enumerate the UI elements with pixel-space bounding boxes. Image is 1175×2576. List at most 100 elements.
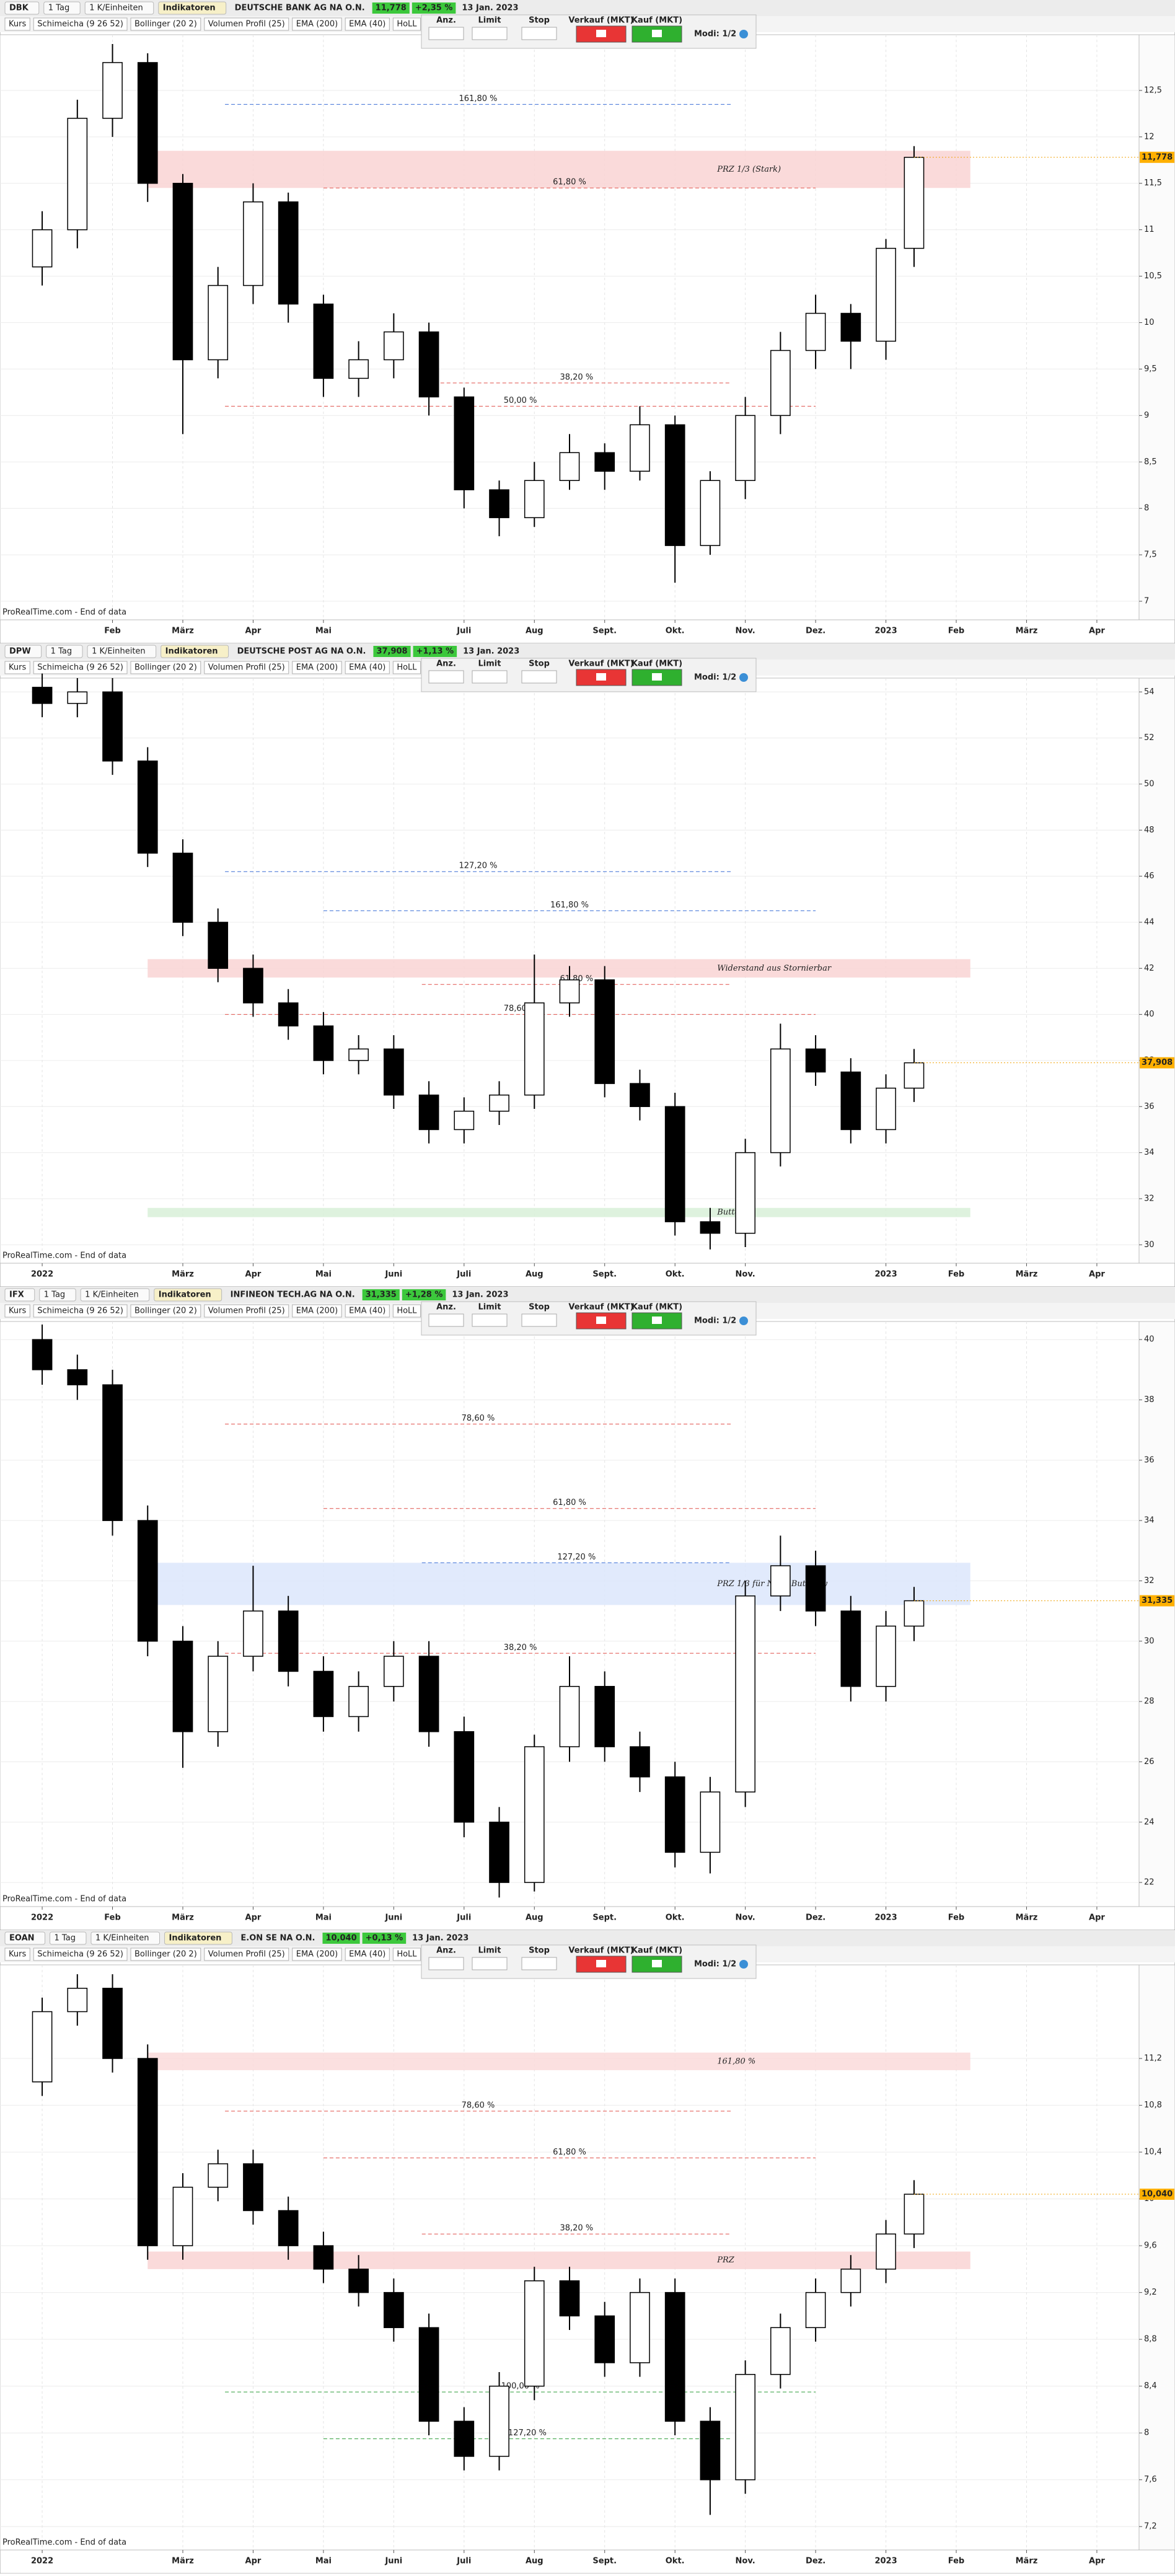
symbol-select[interactable]: DPW bbox=[4, 645, 42, 658]
interval-select[interactable]: 1 Tag bbox=[39, 1288, 76, 1302]
x-tick-label: Mai bbox=[315, 2557, 332, 2566]
trade-button[interactable]: Kauf (MKT) bbox=[632, 16, 682, 43]
indicator-button[interactable]: EMA (40) bbox=[345, 1947, 390, 1961]
indicators-button[interactable]: Indikatoren bbox=[164, 1931, 232, 1945]
indicator-button[interactable]: EMA (40) bbox=[345, 661, 390, 674]
trade-button[interactable]: Verkauf (MKT) bbox=[568, 1303, 634, 1330]
y-tick-label: 24 bbox=[1144, 1817, 1155, 1827]
trade-field-input[interactable] bbox=[428, 1313, 464, 1327]
symbol-select[interactable]: EOAN bbox=[4, 1931, 46, 1945]
indicator-button[interactable]: EMA (200) bbox=[292, 17, 342, 31]
units-select[interactable]: 1 K/Einheiten bbox=[90, 1931, 161, 1945]
x-tick-label: Sept. bbox=[592, 2557, 617, 2566]
trade-button[interactable]: Verkauf (MKT) bbox=[568, 16, 634, 43]
indicator-button[interactable]: Bollinger (20 2) bbox=[130, 1304, 201, 1318]
indicator-button[interactable]: HoLL bbox=[392, 1304, 421, 1318]
interval-select[interactable]: 1 Tag bbox=[46, 645, 83, 658]
indicator-button[interactable]: Schimeicha (9 26 52) bbox=[33, 661, 128, 674]
candle-body bbox=[102, 691, 123, 762]
indicator-button[interactable]: EMA (40) bbox=[345, 1304, 390, 1318]
trade-field-input[interactable] bbox=[428, 670, 464, 684]
indicators-button-bg bbox=[161, 645, 229, 658]
candle-body bbox=[594, 979, 615, 1084]
candle-body bbox=[208, 1656, 229, 1732]
trade-mode[interactable]: Modi: 1/2 bbox=[694, 673, 736, 682]
date-text: 13 Jan. 2023 bbox=[452, 1290, 508, 1300]
trade-field-input[interactable] bbox=[428, 27, 464, 40]
indicator-button[interactable]: EMA (200) bbox=[292, 661, 342, 674]
trade-mode[interactable]: Modi: 1/2 bbox=[694, 30, 736, 39]
x-tick-label: Feb bbox=[948, 627, 964, 636]
trade-field-label: Limit bbox=[478, 659, 501, 669]
units-select-bg bbox=[84, 1, 154, 15]
indicator-button[interactable]: Schimeicha (9 26 52) bbox=[33, 1304, 128, 1318]
y-tick-label: 32 bbox=[1144, 1194, 1155, 1203]
candle-body bbox=[67, 691, 88, 704]
indicator-button[interactable]: Kurs bbox=[4, 17, 30, 31]
indicator-button[interactable]: Schimeicha (9 26 52) bbox=[33, 1947, 128, 1961]
instrument-title: INFINEON TECH.AG NA O.N. bbox=[231, 1290, 355, 1300]
units-select[interactable]: 1 K/Einheiten bbox=[80, 1288, 150, 1302]
indicator-button[interactable]: Volumen Profil (25) bbox=[204, 661, 289, 674]
trade-button-icon bbox=[652, 30, 662, 37]
trade-field-input[interactable] bbox=[472, 670, 508, 684]
indicator-label: Schimeicha (9 26 52) bbox=[37, 1307, 123, 1316]
trade-button[interactable]: Verkauf (MKT) bbox=[568, 659, 634, 686]
candle-body bbox=[172, 2186, 193, 2246]
indicator-button[interactable]: Kurs bbox=[4, 661, 30, 674]
indicator-button[interactable]: HoLL bbox=[392, 1947, 421, 1961]
x-tick-label: Nov. bbox=[736, 1913, 755, 1923]
trade-button[interactable]: Kauf (MKT) bbox=[632, 659, 682, 686]
indicator-button[interactable]: Kurs bbox=[4, 1304, 30, 1318]
trade-field-input[interactable] bbox=[472, 27, 508, 40]
indicator-button[interactable]: HoLL bbox=[392, 17, 421, 31]
trade-button[interactable]: Kauf (MKT) bbox=[632, 1303, 682, 1330]
candle-body bbox=[102, 62, 123, 119]
interval-select[interactable]: 1 Tag bbox=[43, 1, 81, 15]
trade-mode[interactable]: Modi: 1/2 bbox=[694, 1960, 736, 1969]
trade-field-input[interactable] bbox=[428, 1957, 464, 1970]
symbol-select[interactable]: IFX bbox=[4, 1288, 35, 1302]
y-tick-label: 7,6 bbox=[1144, 2475, 1157, 2484]
indicators-button[interactable]: Indikatoren bbox=[158, 1, 227, 15]
trade-button[interactable]: Verkauf (MKT) bbox=[568, 1946, 634, 1973]
trade-field-input[interactable] bbox=[521, 1957, 557, 1970]
y-tick-label: 10,5 bbox=[1144, 271, 1162, 281]
indicator-button[interactable]: Bollinger (20 2) bbox=[130, 661, 201, 674]
candle-body bbox=[172, 852, 193, 923]
trade-mode[interactable]: Modi: 1/2 bbox=[694, 1317, 736, 1326]
symbol-select[interactable]: DBK bbox=[4, 1, 40, 15]
candle-body bbox=[384, 1048, 404, 1096]
y-tick-label: 36 bbox=[1144, 1455, 1155, 1465]
x-tick-label: Aug bbox=[526, 627, 543, 636]
indicator-button[interactable]: Volumen Profil (25) bbox=[204, 1304, 289, 1318]
indicator-button[interactable]: Bollinger (20 2) bbox=[130, 17, 201, 31]
units-select[interactable]: 1 K/Einheiten bbox=[87, 645, 157, 658]
indicators-button[interactable]: Indikatoren bbox=[154, 1288, 222, 1302]
trade-field-input[interactable] bbox=[472, 1313, 508, 1327]
interval-select[interactable]: 1 Tag bbox=[50, 1931, 87, 1945]
trade-field-input[interactable] bbox=[472, 1957, 508, 1970]
trade-button[interactable]: Kauf (MKT) bbox=[632, 1946, 682, 1973]
units-select[interactable]: 1 K/Einheiten bbox=[84, 1, 154, 15]
trade-field-input[interactable] bbox=[521, 670, 557, 684]
indicator-button[interactable]: Volumen Profil (25) bbox=[204, 1947, 289, 1961]
candle-body bbox=[102, 1384, 123, 1521]
indicator-label: HoLL bbox=[397, 663, 417, 673]
trade-field-input[interactable] bbox=[521, 27, 557, 40]
indicator-button[interactable]: EMA (200) bbox=[292, 1947, 342, 1961]
indicator-button[interactable]: Kurs bbox=[4, 1947, 30, 1961]
trade-field-input[interactable] bbox=[521, 1313, 557, 1327]
x-tick-label: Juni bbox=[384, 1913, 402, 1923]
indicator-button[interactable]: HoLL bbox=[392, 661, 421, 674]
x-tick-label: Aug bbox=[526, 2557, 543, 2566]
trade-button-icon bbox=[596, 673, 606, 681]
indicator-button[interactable]: EMA (40) bbox=[345, 17, 390, 31]
indicator-button[interactable]: Schimeicha (9 26 52) bbox=[33, 17, 128, 31]
indicators-button[interactable]: Indikatoren bbox=[161, 645, 229, 658]
indicator-button[interactable]: EMA (200) bbox=[292, 1304, 342, 1318]
indicator-button[interactable]: Bollinger (20 2) bbox=[130, 1947, 201, 1961]
indicator-button[interactable]: Volumen Profil (25) bbox=[204, 17, 289, 31]
candle-body bbox=[418, 331, 439, 398]
indicator-label: Volumen Profil (25) bbox=[208, 1307, 285, 1316]
